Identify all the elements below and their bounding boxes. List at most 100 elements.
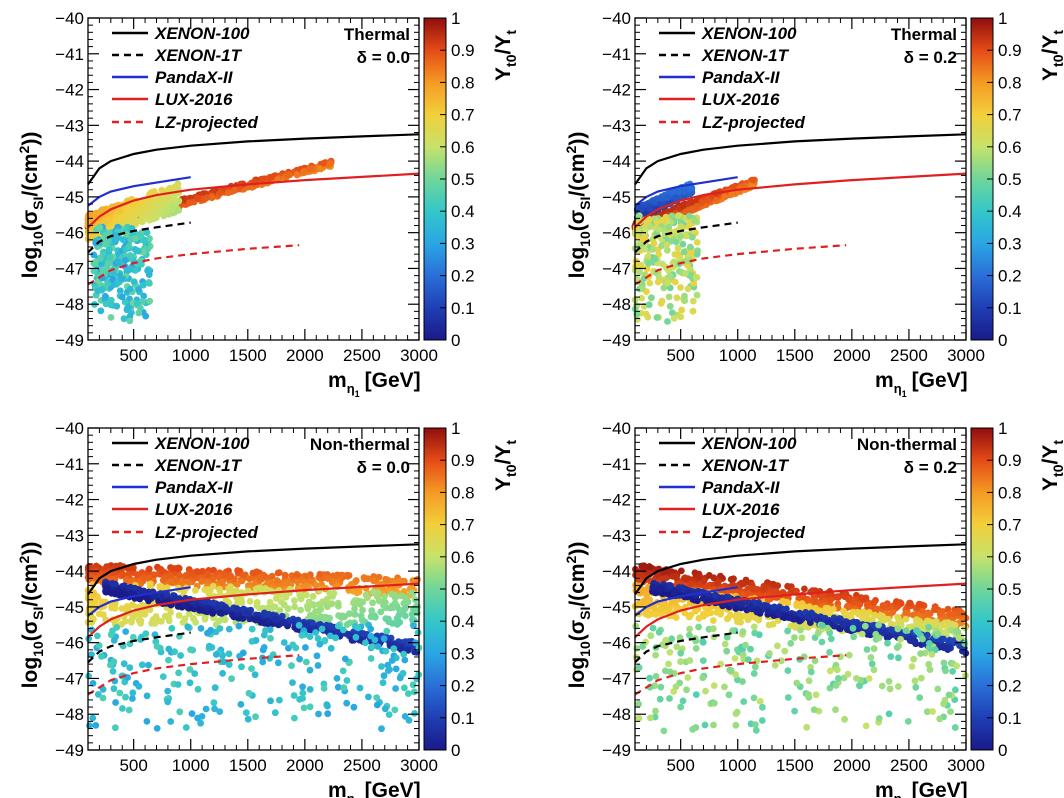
scatter-point bbox=[124, 304, 131, 312]
scatter-point bbox=[210, 699, 218, 707]
colorbar-tick-label: 1 bbox=[451, 9, 460, 28]
colorbar-tick-label: 0.9 bbox=[451, 451, 475, 470]
scatter-point bbox=[688, 198, 696, 206]
panel-nonthermal-delta-0: 500 1000 1500 2000 2500 3000−49−48−47−46−45−4… bbox=[16, 419, 519, 798]
scatter-point bbox=[677, 313, 685, 321]
scatter-point bbox=[265, 604, 273, 612]
scatter-point bbox=[662, 574, 670, 582]
scatter-point bbox=[378, 725, 385, 733]
scatter-point bbox=[801, 585, 808, 593]
scatter-point bbox=[632, 228, 640, 236]
scatter-point bbox=[375, 573, 383, 581]
scatter-point bbox=[132, 235, 139, 242]
scatter-point bbox=[143, 718, 151, 725]
scatter-point bbox=[639, 563, 647, 570]
scatter-point bbox=[153, 643, 161, 650]
scatter-point bbox=[262, 585, 269, 592]
scatter-point bbox=[126, 317, 134, 325]
scatter-point bbox=[634, 213, 642, 221]
scatter-point bbox=[650, 240, 658, 247]
scatter-point bbox=[285, 171, 293, 179]
scatter-point bbox=[238, 577, 246, 585]
scatter-point bbox=[168, 205, 176, 213]
scatter-point bbox=[120, 660, 128, 668]
scatter-point bbox=[243, 609, 251, 617]
scatter-point bbox=[320, 160, 327, 167]
scatter-point bbox=[186, 199, 193, 207]
y-tick-label: −49 bbox=[55, 741, 84, 760]
scatter-point bbox=[641, 245, 648, 253]
scatter-point bbox=[140, 292, 148, 300]
colorbar-title: Yt0/Yt bbox=[1039, 30, 1064, 81]
scatter-point bbox=[673, 294, 681, 302]
colorbar-tick-label: 0.5 bbox=[998, 170, 1022, 189]
legend: XENON-100XENON-1TPandaX-IILUX-2016LZ-pro… bbox=[659, 24, 806, 132]
scatter-point bbox=[315, 607, 322, 615]
colorbar-tick-label: 0.9 bbox=[451, 41, 475, 60]
scatter-point bbox=[682, 232, 690, 240]
scatter-point bbox=[689, 297, 697, 305]
colorbar-tick-label: 0.6 bbox=[451, 138, 475, 157]
scatter-point bbox=[383, 627, 391, 635]
scatter-point bbox=[165, 617, 173, 625]
legend-label: LUX-2016 bbox=[702, 90, 780, 109]
scatter-point bbox=[96, 223, 104, 231]
scatter-point bbox=[225, 585, 233, 593]
scatter-point bbox=[253, 599, 261, 606]
scatter-point bbox=[186, 679, 194, 687]
y-tick-label: −40 bbox=[55, 419, 84, 438]
scatter-point bbox=[219, 670, 227, 677]
scatter-point bbox=[164, 687, 172, 695]
scatter-point bbox=[291, 603, 299, 611]
scatter-point bbox=[182, 571, 190, 579]
scatter-point bbox=[306, 703, 314, 711]
scatter-point bbox=[380, 635, 388, 643]
colorbar-tick-label: 0.8 bbox=[451, 73, 475, 92]
colorbar-tick-label: 0.3 bbox=[451, 234, 475, 253]
scatter-point bbox=[316, 570, 324, 578]
scatter-point bbox=[293, 170, 301, 178]
scatter-point bbox=[204, 571, 211, 578]
x-tick-label: 2000 bbox=[286, 346, 324, 365]
scatter-point bbox=[130, 613, 138, 621]
scatter-point bbox=[405, 638, 413, 645]
scatter-point bbox=[308, 612, 316, 620]
scatter-point bbox=[651, 255, 659, 263]
y-tick-label: −44 bbox=[55, 562, 84, 581]
scatter-point bbox=[714, 579, 722, 587]
scatter-point bbox=[390, 645, 398, 653]
scatter-point bbox=[693, 291, 701, 299]
scatter-point bbox=[411, 710, 418, 717]
x-tick-label: 1000 bbox=[719, 346, 757, 365]
scatter-point bbox=[98, 653, 105, 660]
scatter-point bbox=[857, 594, 865, 601]
scatter-point bbox=[267, 634, 274, 642]
scatter-point bbox=[244, 715, 252, 723]
scatter-point bbox=[106, 254, 114, 262]
scatter-point bbox=[686, 243, 694, 251]
scatter-point bbox=[92, 722, 100, 729]
scatter-point bbox=[246, 575, 254, 583]
scatter-point bbox=[133, 571, 141, 578]
scatter-point bbox=[110, 637, 118, 644]
scatter-point bbox=[98, 266, 106, 274]
scatter-point bbox=[201, 615, 209, 623]
scatter-point bbox=[635, 218, 643, 226]
scatter-point bbox=[324, 710, 332, 718]
scatter-point bbox=[373, 694, 381, 701]
scatter-point bbox=[326, 622, 334, 630]
scatter-points bbox=[631, 562, 970, 735]
y-tick-label: −42 bbox=[602, 81, 631, 100]
scatter-point bbox=[338, 614, 346, 621]
scatter-point bbox=[99, 694, 107, 702]
scatter-point bbox=[663, 264, 670, 271]
scatter-point bbox=[323, 701, 331, 709]
scatter-point bbox=[684, 285, 692, 293]
scatter-point bbox=[124, 266, 132, 274]
scatter-point bbox=[290, 692, 298, 699]
scatter-point bbox=[394, 618, 402, 626]
scatter-point bbox=[307, 577, 314, 585]
scatter-point bbox=[177, 652, 185, 659]
